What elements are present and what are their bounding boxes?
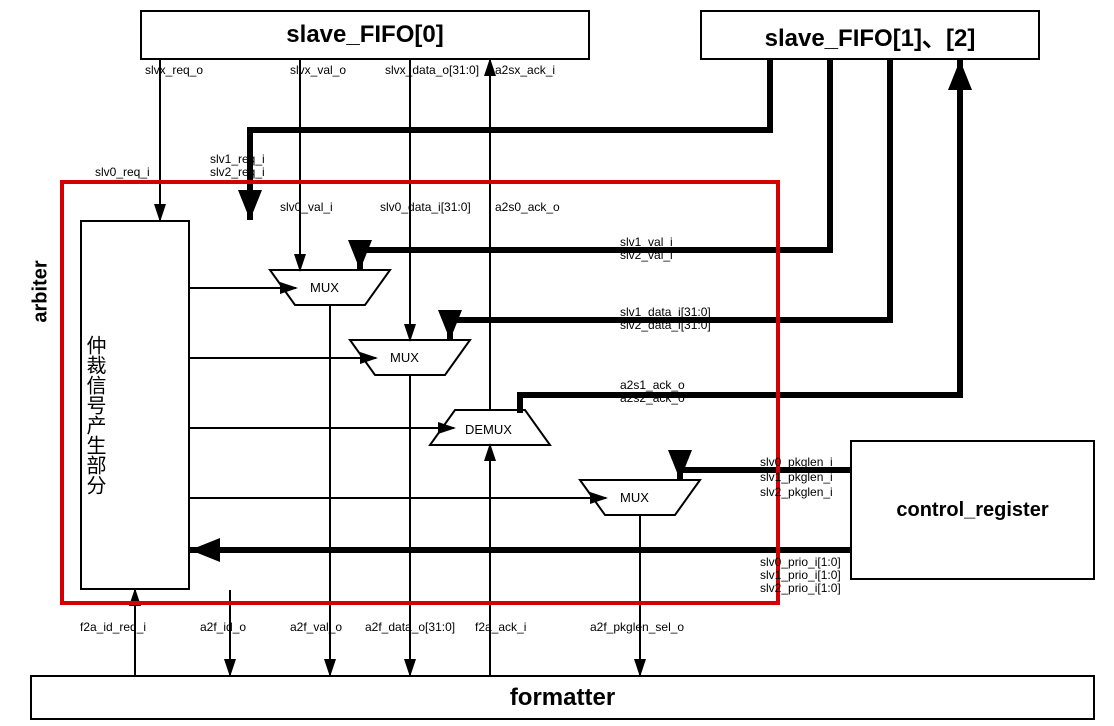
sig-slvx-req-o: slvx_req_o <box>145 63 203 77</box>
sig-slvx-data-o: slvx_data_o[31:0] <box>385 63 479 77</box>
block-control-register: control_register <box>850 440 1095 580</box>
sig-slv1-pkglen: slv1_pkglen_i <box>760 470 833 484</box>
arbiter-label: arbiter <box>30 260 53 322</box>
demux-label: DEMUX <box>465 422 512 437</box>
sig-a2f-val-o: a2f_val_o <box>290 620 342 634</box>
block-formatter: formatter <box>30 675 1095 720</box>
sig-slv0-req-i: slv0_req_i <box>95 165 150 179</box>
sig-a2f-pkglen-sel-o: a2f_pkglen_sel_o <box>590 620 684 634</box>
mux1-label: MUX <box>310 280 339 295</box>
sig-a2s1-ack-o: a2s1_ack_o <box>620 378 685 392</box>
block-fifo12: slave_FIFO[1]、[2] <box>700 10 1040 60</box>
arb-inner-label: 仲裁信号产生部分 <box>82 335 106 495</box>
mux2-label: MUX <box>390 350 419 365</box>
sig-slv2-val-i: slv2_val_i <box>620 248 673 262</box>
ctrlreg-label: control_register <box>896 499 1048 522</box>
sig-f2a-id-req-i: f2a_id_req_i <box>80 620 146 634</box>
sig-a2sx-ack-i: a2sx_ack_i <box>495 63 555 77</box>
mux3-label: MUX <box>620 490 649 505</box>
sig-slv0-val-i: slv0_val_i <box>280 200 333 214</box>
sig-slv2-prio: slv2_prio_i[1:0] <box>760 581 841 595</box>
sig-slv0-prio: slv0_prio_i[1:0] <box>760 555 841 569</box>
formatter-label: formatter <box>510 684 615 712</box>
sig-slv1-prio: slv1_prio_i[1:0] <box>760 568 841 582</box>
block-fifo0: slave_FIFO[0] <box>140 10 590 60</box>
sig-slv2-data-i: slv2_data_i[31:0] <box>620 318 711 332</box>
sig-a2f-data-o: a2f_data_o[31:0] <box>365 620 455 634</box>
sig-a2f-id-o: a2f_id_o <box>200 620 246 634</box>
sig-slv1-val-i: slv1_val_i <box>620 235 673 249</box>
sig-slv2-pkglen: slv2_pkglen_i <box>760 485 833 499</box>
sig-slv1-req-i: slv1_req_i <box>210 152 265 166</box>
sig-slv2-req-i: slv2_req_i <box>210 165 265 179</box>
diagram-canvas: slave_FIFO[0] slave_FIFO[1]、[2] formatte… <box>0 0 1114 726</box>
sig-slv1-data-i: slv1_data_i[31:0] <box>620 305 711 319</box>
sig-slvx-val-o: slvx_val_o <box>290 63 346 77</box>
sig-slv0-pkglen: slv0_pkglen_i <box>760 455 833 469</box>
sig-f2a-ack-i: f2a_ack_i <box>475 620 526 634</box>
sig-a2s2-ack-o: a2s2_ack_o <box>620 391 685 405</box>
block-arb-inner: 仲裁信号产生部分 <box>80 220 190 590</box>
fifo12-label: slave_FIFO[1]、[2] <box>765 18 976 53</box>
sig-a2s0-ack-o: a2s0_ack_o <box>495 200 560 214</box>
fifo0-label: slave_FIFO[0] <box>286 21 443 49</box>
sig-slv0-data-i: slv0_data_i[31:0] <box>380 200 471 214</box>
